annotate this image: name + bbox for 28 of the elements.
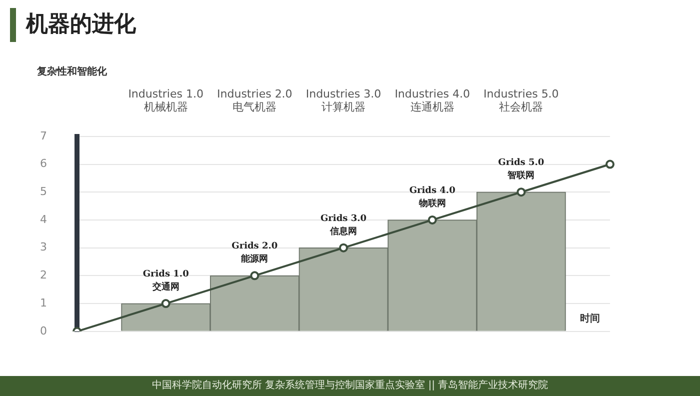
- point: [339, 243, 348, 252]
- y-tick-label: 7: [40, 129, 47, 142]
- annotation: Grids 5.0 智联网: [498, 158, 544, 182]
- y-tick-label: 3: [40, 240, 47, 254]
- annotation: Grids 4.0 物联网: [409, 186, 456, 209]
- y-tick-label: 6: [40, 157, 47, 170]
- y-tick-label: 5: [40, 184, 47, 198]
- annotation: Grids 2.0 能源网: [232, 242, 278, 265]
- y-tick-label: 0: [40, 324, 47, 338]
- point: [428, 215, 437, 224]
- x-tick-label: Industries 3.0 计算机器: [306, 87, 382, 114]
- point: [250, 271, 260, 280]
- annotation: Grids 3.0 信息网: [320, 214, 366, 237]
- x-axis-title: 时间: [580, 312, 600, 324]
- annotation: Grids 1.0 交通网: [142, 270, 189, 293]
- x-tick-label: Industries 5.0 社会机器: [484, 87, 559, 114]
- y-axis-title: 复杂性和智能化: [36, 65, 108, 78]
- y-tick-label: 1: [40, 296, 47, 310]
- text: 中国科学院自动化研究所 复杂系统管理与控制国家重点实验室 || 青岛智能产业技术研究院: [152, 380, 548, 391]
- point: [606, 160, 614, 169]
- x-tick-label: Industries 1.0 机械机器: [128, 87, 204, 114]
- y-tick-label: 2: [40, 268, 47, 282]
- y-tick-label: 4: [40, 212, 47, 226]
- x-tick-label: Industries 4.0 连通机器: [394, 87, 470, 114]
- x-tick-label: Industries 2.0 电气机器: [217, 87, 292, 114]
- point: [161, 299, 170, 308]
- point: [516, 188, 526, 197]
- chart-title: 机器的进化: [10, 8, 136, 42]
